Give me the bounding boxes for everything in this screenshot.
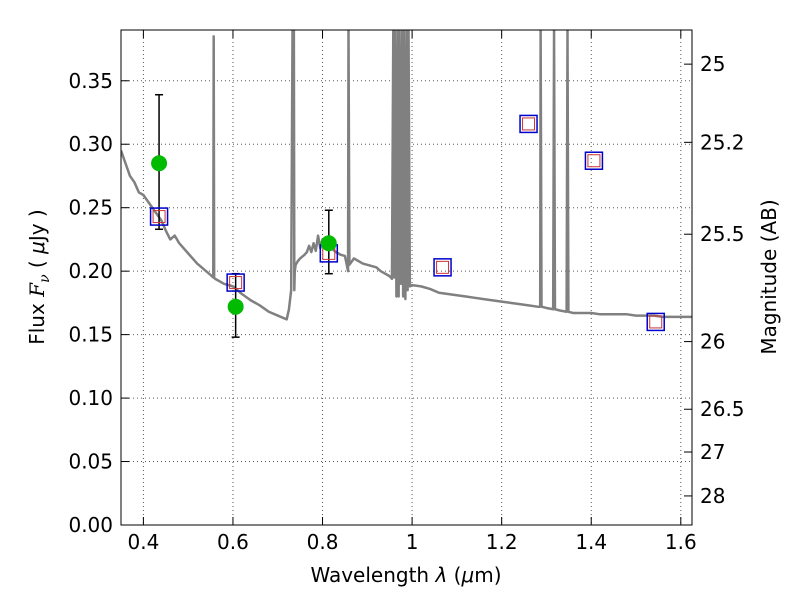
observed-point [151,155,168,172]
axis-ticks: 0.4 0.6 0.8 1 1.2 1.4 1.6 0.00 0.05 0.10 0.15 0.20 0… [68,30,745,554]
y-tick-label: 0.05 [68,450,113,474]
x-tick-label: 1.6 [665,530,697,554]
y-tick-label: 0.35 [68,69,113,93]
y-tick-label: 0.25 [68,196,113,220]
synthetic-point [149,207,169,226]
synthetic-point [519,114,538,134]
y-tick-label: 0.30 [68,132,113,156]
x-tick-label: 0.4 [127,530,159,554]
grid [121,30,692,526]
synthetic-point [226,273,245,292]
y2-tick-label: 25.2 [700,130,745,154]
y2-tick-label: 27 [700,440,725,464]
y-tick-label: 0.00 [68,513,113,537]
y-tick-label: 0.10 [68,386,113,410]
y2-tick-label: 28 [700,484,725,508]
synthetic-point [584,151,604,170]
observed-point [227,298,244,315]
y2-axis-label: Magnitude (AB) [757,199,781,354]
x-tick-label: 1 [406,530,419,554]
synthetic-point-inner [229,276,243,290]
model-spectrum-line [121,30,692,321]
synthetic-point-inner [152,210,166,224]
y-tick-label: 0.15 [68,323,113,347]
axes-frame [120,29,693,526]
y2-tick-label: 26.5 [700,397,745,421]
y2-tick-label: 25 [700,52,725,76]
x-tick-label: 0.6 [217,530,249,554]
x-axis-label: Wavelength λ (μm) [310,563,501,587]
synthetic-point [646,312,665,332]
x-tick-label: 0.8 [307,530,339,554]
synthetic-point-inner [522,117,536,131]
y-axis-label: Flux Fν ( μJy ) [25,209,53,345]
plot-area [121,30,692,338]
y2-tick-label: 26 [700,330,725,354]
synthetic-point [433,258,452,277]
synthetic-point-inner [436,260,450,274]
observed-point [320,235,337,252]
synthetic-point-inner [649,315,663,329]
y2-tick-label: 25.5 [700,222,745,246]
synthetic-point-inner [587,154,601,168]
x-tick-label: 1.4 [575,530,607,554]
x-tick-label: 1.2 [486,530,518,554]
y-tick-label: 0.20 [68,259,113,283]
